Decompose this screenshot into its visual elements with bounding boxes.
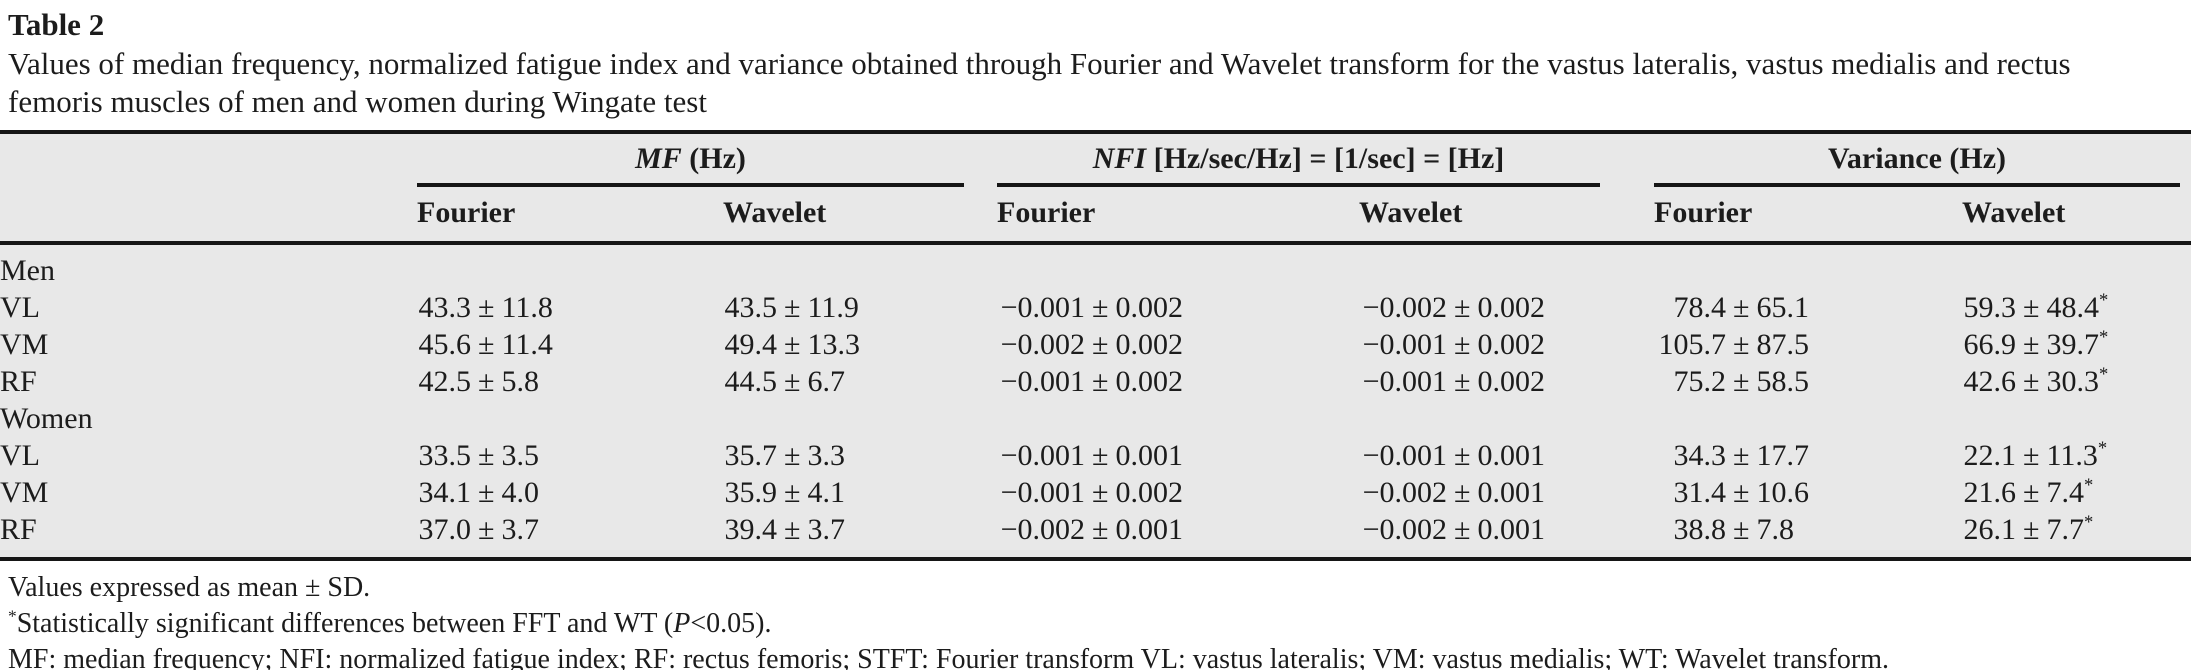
section-row: Women — [0, 400, 2191, 437]
section-label: Men — [0, 254, 55, 287]
column-subheader: Fourier — [997, 187, 1360, 245]
significance-asterisk: * — [2098, 327, 2109, 348]
table-cell: 35.7 ±3.3 — [724, 439, 845, 472]
section-row: Men — [0, 243, 2191, 289]
table-row: RF 42.5 ±5.8 44.5 ±6.7 −0.001 ±0.002 −0.001 ±0.0… — [0, 363, 2191, 400]
table-cell: 59.3 ±48.4* — [1963, 290, 2109, 324]
column-group-header: MF (Hz) — [417, 132, 997, 187]
table-cell: −0.001 ±0.001 — [1362, 439, 1545, 472]
table-cell: −0.002 ±0.002 — [1000, 328, 1183, 361]
table-cell: 78.4 ±65.1 — [1673, 291, 1809, 324]
footnote-significance: *Statistically significant differences b… — [8, 606, 772, 639]
table-cell: 31.4 ±10.6 — [1673, 476, 1809, 509]
table-body: Men VL 43.3 ±11.8 43.5 ±11.9 −0.001 ±0.002 −0.00… — [0, 243, 2191, 559]
column-group-label: MF (Hz) — [417, 140, 965, 187]
table-cell: −0.002 ±0.002 — [1362, 291, 1545, 324]
column-group-label: NFI [Hz/sec/Hz] = [1/sec] = [Hz] — [997, 140, 1601, 187]
table-cell: −0.002 ±0.001 — [1000, 513, 1183, 546]
table-cell: 34.1 ±4.0 — [418, 476, 539, 509]
table-number-title: Table 2 — [8, 7, 105, 42]
table-cell: 37.0 ±3.7 — [418, 513, 539, 546]
table-cell: −0.002 ±0.001 — [1362, 513, 1545, 546]
table-row: VL 33.5 ±3.5 35.7 ±3.3 −0.001 ±0.001 −0.001 ±0.0… — [0, 437, 2191, 474]
significance-asterisk: * — [2083, 512, 2094, 533]
column-subheader: Wavelet — [723, 187, 998, 245]
significance-asterisk: * — [2083, 475, 2094, 496]
table-cell: 75.2 ±58.5 — [1673, 365, 1809, 398]
asterisk-marker: * — [8, 606, 17, 626]
muscle-label: VM — [0, 328, 49, 361]
table-cell: 39.4 ±3.7 — [724, 513, 845, 546]
table-header: MF (Hz) NFI [Hz/sec/Hz] = [1/sec] = [Hz] V… — [0, 132, 2191, 245]
table-cell: 43.5 ±11.9 — [724, 291, 859, 324]
table-cell: 34.3 ±17.7 — [1673, 439, 1809, 472]
table-cell: 44.5 ±6.7 — [724, 365, 845, 398]
table-cell: 45.6 ±11.4 — [418, 328, 553, 361]
table-caption: Values of median frequency, normalized f… — [8, 46, 2071, 119]
table-cell: 21.6 ±7.4* — [1963, 475, 2094, 509]
stub-header-cell — [0, 187, 417, 245]
footnote-abbreviations: MF: median frequency; NFI: normalized fa… — [8, 644, 1889, 670]
table-cell: 105.7 ±87.5 — [1658, 328, 1809, 361]
table-row: VL 43.3 ±11.8 43.5 ±11.9 −0.001 ±0.002 −0.002 ±0… — [0, 289, 2191, 326]
muscle-label: VM — [0, 476, 49, 509]
column-subheader: Wavelet — [1962, 187, 2191, 245]
table-cell: 43.3 ±11.8 — [418, 291, 553, 324]
table-cell: 49.4 ±13.3 — [724, 328, 860, 361]
table-row: VM 45.6 ±11.4 49.4 ±13.3 −0.002 ±0.002 −0.001 ±0… — [0, 326, 2191, 363]
results-table: MF (Hz) NFI [Hz/sec/Hz] = [1/sec] = [Hz] V… — [0, 130, 2191, 561]
column-subheader: Fourier — [417, 187, 723, 245]
section-label: Women — [0, 402, 93, 435]
muscle-label: VL — [0, 291, 40, 324]
column-group-header: NFI [Hz/sec/Hz] = [1/sec] = [Hz] — [997, 132, 1654, 187]
table-cell: −0.001 ±0.002 — [1362, 328, 1545, 361]
muscle-label: RF — [0, 365, 37, 398]
table-cell: 42.6 ±30.3* — [1963, 364, 2109, 398]
column-group-header-row: MF (Hz) NFI [Hz/sec/Hz] = [1/sec] = [Hz] V… — [0, 132, 2191, 187]
table-cell: −0.001 ±0.002 — [1000, 476, 1183, 509]
table-cell: 66.9 ±39.7* — [1963, 327, 2109, 361]
table-row: RF 37.0 ±3.7 39.4 ±3.7 −0.002 ±0.001 −0.002 ±0.0… — [0, 511, 2191, 559]
table-cell: 33.5 ±3.5 — [418, 439, 539, 472]
table-cell: 42.5 ±5.8 — [418, 365, 539, 398]
column-subheader-row: Fourier Wavelet Fourier Wavelet Fourier Wavel… — [0, 187, 2191, 245]
table-cell: −0.001 ±0.001 — [1000, 439, 1183, 472]
significance-asterisk: * — [2097, 438, 2108, 459]
column-group-label: Variance (Hz) — [1654, 140, 2181, 187]
column-subheader: Wavelet — [1359, 187, 1655, 245]
table-cell: 22.1 ±11.3* — [1963, 438, 2108, 472]
stub-header-cell — [0, 132, 417, 187]
muscle-label: RF — [0, 513, 37, 546]
muscle-label: VL — [0, 439, 40, 472]
paper-table-figure: Table 2 Values of median frequency, norm… — [0, 6, 2191, 670]
table-cell: −0.002 ±0.001 — [1362, 476, 1545, 509]
column-group-header: Variance (Hz) — [1654, 132, 2191, 187]
column-subheader: Fourier — [1654, 187, 1963, 245]
table-cell: −0.001 ±0.002 — [1000, 365, 1183, 398]
table-cell: 38.8 ±7.8 — [1673, 513, 1794, 546]
table-row: VM 34.1 ±4.0 35.9 ±4.1 −0.001 ±0.002 −0.002 ±0.0… — [0, 474, 2191, 511]
table-footnotes: Values expressed as mean ± SD. *Statisti… — [8, 570, 2181, 670]
footnote-mean-sd: Values expressed as mean ± SD. — [8, 572, 371, 603]
table-cell: −0.001 ±0.002 — [1362, 365, 1545, 398]
significance-asterisk: * — [2098, 364, 2109, 385]
table-cell: −0.001 ±0.002 — [1000, 291, 1183, 324]
significance-asterisk: * — [2098, 290, 2109, 311]
table-cell: 26.1 ±7.7* — [1963, 512, 2094, 546]
table-cell: 35.9 ±4.1 — [724, 476, 845, 509]
